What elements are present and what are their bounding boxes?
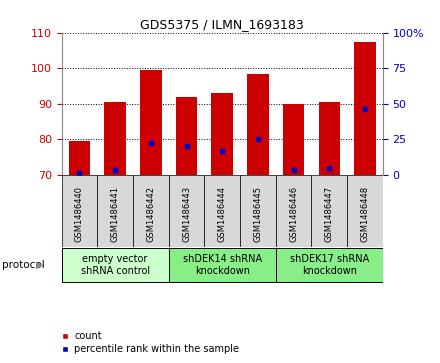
Bar: [204, 175, 240, 247]
Bar: [240, 175, 276, 247]
Text: empty vector
shRNA control: empty vector shRNA control: [81, 254, 150, 276]
Bar: [169, 248, 276, 282]
Legend: count, percentile rank within the sample: count, percentile rank within the sample: [58, 327, 243, 358]
Text: GSM1486446: GSM1486446: [289, 185, 298, 242]
Bar: [62, 248, 169, 282]
Text: GSM1486445: GSM1486445: [253, 185, 262, 241]
Text: GSM1486443: GSM1486443: [182, 185, 191, 242]
Text: shDEK17 shRNA
knockdown: shDEK17 shRNA knockdown: [290, 254, 369, 276]
Bar: [104, 102, 126, 175]
Bar: [347, 175, 383, 247]
Text: GSM1486444: GSM1486444: [218, 185, 227, 241]
Text: GSM1486440: GSM1486440: [75, 185, 84, 241]
Bar: [247, 73, 268, 175]
Text: GSM1486441: GSM1486441: [110, 185, 120, 241]
Bar: [276, 175, 312, 247]
Text: shDEK14 shRNA
knockdown: shDEK14 shRNA knockdown: [183, 254, 262, 276]
Bar: [97, 175, 133, 247]
Text: protocol: protocol: [2, 260, 45, 270]
Bar: [283, 104, 304, 175]
Bar: [176, 97, 197, 175]
Bar: [312, 175, 347, 247]
Bar: [62, 175, 97, 247]
Bar: [133, 175, 169, 247]
Text: GSM1486447: GSM1486447: [325, 185, 334, 242]
Text: ▶: ▶: [36, 260, 44, 270]
Bar: [140, 70, 161, 175]
Bar: [169, 175, 204, 247]
Text: GDS5375 / ILMN_1693183: GDS5375 / ILMN_1693183: [140, 18, 304, 31]
Bar: [276, 248, 383, 282]
Text: GSM1486448: GSM1486448: [360, 185, 370, 242]
Bar: [69, 141, 90, 175]
Bar: [354, 41, 376, 175]
Bar: [212, 93, 233, 175]
Text: GSM1486442: GSM1486442: [147, 185, 155, 241]
Bar: [319, 102, 340, 175]
